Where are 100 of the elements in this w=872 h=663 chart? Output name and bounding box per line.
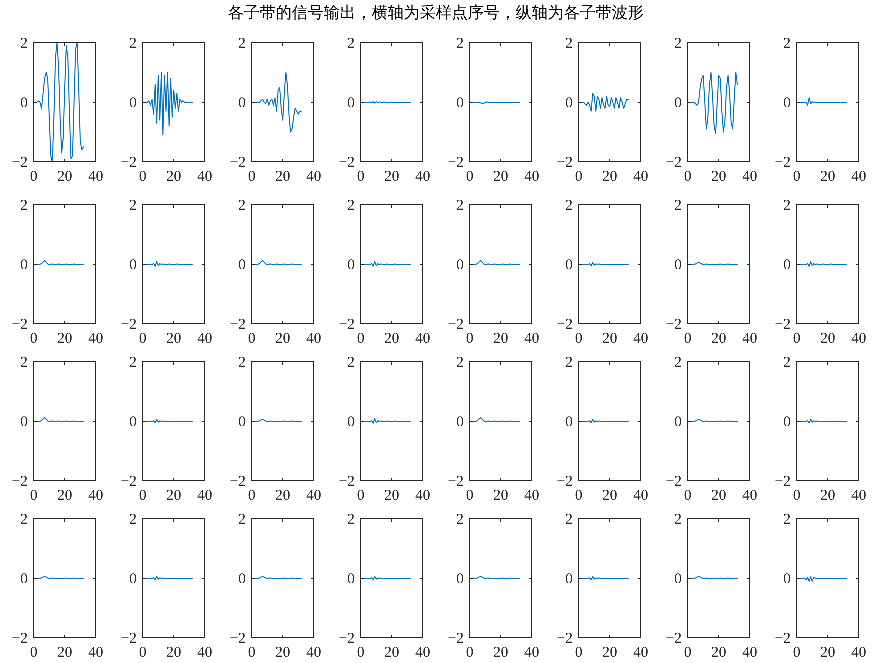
y-tick-label: 0 <box>238 96 246 112</box>
x-tick-label: 40 <box>198 331 212 347</box>
x-tick-label: 40 <box>416 331 430 347</box>
y-tick-label: −2 <box>775 631 791 647</box>
y-tick-label: 0 <box>130 572 137 588</box>
y-tick-label: −2 <box>339 317 355 333</box>
x-tick-label: 40 <box>416 645 430 661</box>
x-tick-label: 20 <box>820 169 836 185</box>
x-tick-label: 20 <box>712 645 726 661</box>
y-tick-label: 0 <box>130 96 137 112</box>
y-tick-label: 2 <box>130 198 137 214</box>
x-tick-label: 40 <box>634 331 648 347</box>
y-tick-label: −2 <box>775 474 791 490</box>
y-tick-label: 0 <box>348 572 355 588</box>
y-tick-label: 0 <box>130 414 137 430</box>
y-tick-label: 2 <box>674 512 682 528</box>
y-tick-label: 0 <box>20 414 28 430</box>
x-tick-label: 40 <box>306 331 322 347</box>
y-tick-label: 2 <box>566 355 573 371</box>
x-tick-label: 40 <box>524 488 540 504</box>
x-tick-label: 20 <box>384 645 400 661</box>
y-tick-label: 2 <box>20 198 28 214</box>
x-tick-label: 40 <box>88 169 104 185</box>
x-tick-label: 20 <box>602 645 618 661</box>
y-tick-label: 0 <box>20 258 28 274</box>
y-tick-label: 2 <box>456 512 464 528</box>
x-tick-label: 20 <box>602 169 618 185</box>
y-tick-label: −2 <box>448 474 464 490</box>
y-tick-label: 2 <box>784 512 791 528</box>
y-tick-label: −2 <box>557 317 573 333</box>
x-tick-label: 40 <box>634 169 648 185</box>
x-tick-label: 40 <box>742 169 758 185</box>
y-tick-label: 2 <box>784 198 791 214</box>
x-tick-label: 20 <box>494 169 508 185</box>
x-tick-label: 20 <box>494 645 508 661</box>
x-tick-label: 20 <box>712 488 726 504</box>
y-tick-label: 2 <box>456 198 464 214</box>
x-tick-label: 20 <box>166 169 182 185</box>
y-tick-label: 2 <box>566 512 573 528</box>
y-tick-label: 0 <box>566 258 573 274</box>
x-tick-label: 40 <box>852 331 866 347</box>
y-tick-label: 2 <box>674 198 682 214</box>
x-tick-label: 20 <box>712 331 726 347</box>
y-tick-label: −2 <box>230 155 246 171</box>
x-tick-label: 40 <box>852 488 866 504</box>
y-tick-label: 2 <box>20 36 28 52</box>
y-tick-label: 0 <box>784 572 791 588</box>
x-tick-label: 40 <box>524 645 540 661</box>
line-series <box>689 72 738 134</box>
y-tick-label: 0 <box>456 258 464 274</box>
x-tick-label: 20 <box>384 169 400 185</box>
x-tick-label: 20 <box>58 645 72 661</box>
x-tick-label: 20 <box>166 645 182 661</box>
y-tick-label: 0 <box>674 414 682 430</box>
y-tick-label: −2 <box>775 155 791 171</box>
y-tick-label: 0 <box>238 414 246 430</box>
x-tick-label: 40 <box>634 645 648 661</box>
y-tick-label: 2 <box>130 36 137 52</box>
x-tick-label: 40 <box>88 645 104 661</box>
y-tick-label: 0 <box>130 258 137 274</box>
x-tick-label: 40 <box>852 645 866 661</box>
line-series <box>35 42 84 162</box>
x-tick-label: 20 <box>494 488 508 504</box>
x-tick-label: 20 <box>58 331 72 347</box>
x-tick-label: 20 <box>712 169 726 185</box>
x-tick-label: 40 <box>306 645 322 661</box>
y-tick-label: −2 <box>775 317 791 333</box>
line-series <box>144 72 194 136</box>
line-series <box>798 98 848 106</box>
y-tick-label: 2 <box>348 198 355 214</box>
x-tick-label: 40 <box>198 169 212 185</box>
line-series <box>253 72 302 133</box>
y-tick-label: −2 <box>666 155 682 171</box>
y-tick-label: −2 <box>666 317 682 333</box>
y-tick-label: 0 <box>20 96 28 112</box>
x-tick-label: 20 <box>166 488 182 504</box>
x-tick-label: 20 <box>58 169 72 185</box>
x-tick-label: 20 <box>276 645 290 661</box>
x-tick-label: 40 <box>524 169 540 185</box>
y-tick-label: 2 <box>20 512 28 528</box>
y-tick-label: −2 <box>12 631 28 647</box>
y-tick-label: 2 <box>674 36 682 52</box>
y-tick-label: 2 <box>238 512 246 528</box>
y-tick-label: 0 <box>566 96 573 112</box>
x-tick-label: 40 <box>742 488 758 504</box>
y-tick-label: −2 <box>230 474 246 490</box>
y-tick-label: 0 <box>784 96 791 112</box>
y-tick-label: −2 <box>12 317 28 333</box>
y-tick-label: 0 <box>20 572 28 588</box>
x-tick-label: 40 <box>742 645 758 661</box>
y-tick-label: −2 <box>121 474 137 490</box>
y-tick-label: −2 <box>12 155 28 171</box>
x-tick-label: 40 <box>634 488 648 504</box>
y-tick-label: 0 <box>238 572 246 588</box>
y-tick-label: −2 <box>448 631 464 647</box>
x-tick-label: 20 <box>820 645 836 661</box>
y-tick-label: 0 <box>456 572 464 588</box>
x-tick-label: 20 <box>166 331 182 347</box>
y-tick-label: 0 <box>674 572 682 588</box>
y-tick-label: −2 <box>666 631 682 647</box>
